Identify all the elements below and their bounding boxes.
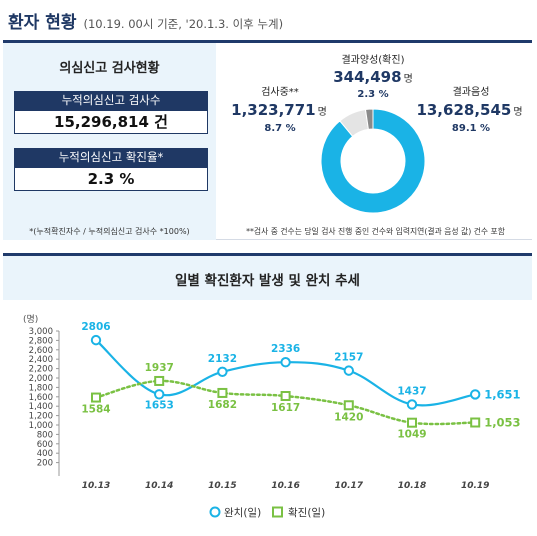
data-label-confirmed: 1420 <box>334 411 363 423</box>
test-status-panel: 의심신고 검사현황 누적의심신고 검사수 15,296,814 건 누적의심신고… <box>3 40 532 240</box>
y-tick-label: 1,600 <box>29 393 53 403</box>
result-donut-chart <box>320 108 426 214</box>
legend-confirmed-icon <box>272 506 283 518</box>
donut-slice-positive <box>364 108 374 130</box>
donut-slice-negative <box>320 108 426 214</box>
data-point-confirmed <box>407 417 417 428</box>
trend-header: 일별 확진환자 발생 및 완치 추세 <box>3 256 532 300</box>
testing-count-unit: 명 <box>317 107 327 118</box>
y-tick-label: 1,400 <box>29 402 53 412</box>
data-label-recovered: 2132 <box>208 353 237 365</box>
negative-percent: 89.1 % <box>451 123 491 134</box>
y-tick-label: 800 <box>37 430 53 440</box>
y-tick-label: 2,200 <box>29 365 53 375</box>
x-tick-label: 10.14 <box>145 481 173 491</box>
data-label-confirmed: 1617 <box>271 402 300 414</box>
data-point-confirmed <box>154 375 165 386</box>
data-label-recovered: 2336 <box>271 343 300 355</box>
trend-panel: 일별 확진환자 발생 및 완치 추세 (명) 200 400 600 800 1,000 1… <box>3 253 532 531</box>
data-point-confirmed <box>470 417 481 428</box>
test-summary-box: 의심신고 검사현황 누적의심신고 검사수 15,296,814 건 누적의심신고… <box>3 43 216 240</box>
data-label-confirmed: 1937 <box>145 362 174 374</box>
positive-percent: 2.3 % <box>357 89 389 100</box>
data-point-recovered <box>470 389 481 400</box>
data-point-recovered <box>154 389 165 400</box>
data-point-recovered <box>217 366 228 377</box>
x-tick-label: 10.17 <box>335 481 364 491</box>
y-tick-label: 1,000 <box>29 421 53 431</box>
data-label-recovered: 2806 <box>81 321 110 333</box>
positive-label: 결과양성(확진) <box>341 55 405 66</box>
negative-label: 결과음성 <box>452 87 490 98</box>
data-point-recovered <box>406 399 418 410</box>
y-tick-label: 400 <box>37 449 53 459</box>
page-header: 환자 현황 (10.19. 00시 기준, '20.1.3. 이후 누계) <box>8 8 284 33</box>
data-label-recovered: 1,651 <box>484 387 520 401</box>
data-label-recovered: 1437 <box>397 385 426 397</box>
test-summary-footnote: *(누적확진자수 / 누적의심신고 검사수 *100%) <box>29 227 190 236</box>
positive-rate-value: 2.3 % <box>14 167 208 191</box>
cumulative-tests-label: 누적의심신고 검사수 <box>14 91 208 110</box>
data-label-confirmed: 1049 <box>397 429 426 441</box>
data-label-recovered: 1653 <box>145 399 174 411</box>
y-axis-unit-label: (명) <box>23 314 38 325</box>
data-point-confirmed <box>343 400 354 411</box>
testing-percent: 8.7 % <box>264 123 296 134</box>
data-point-recovered <box>343 365 354 376</box>
positive-count-unit: 명 <box>403 74 413 85</box>
x-tick-label: 10.19 <box>461 481 489 491</box>
data-point-confirmed <box>217 387 228 398</box>
x-tick-label: 10.15 <box>208 481 236 491</box>
y-tick-label: 1,200 <box>29 412 53 422</box>
data-label-recovered: 2157 <box>334 352 363 364</box>
legend-confirmed-label: 확진(일) <box>288 506 325 519</box>
data-point-confirmed <box>91 392 101 403</box>
data-label-confirmed: 1682 <box>208 399 237 411</box>
y-tick-label: 2,400 <box>29 355 53 365</box>
negative-count: 13,628,545 명 <box>407 101 532 119</box>
positive-count: 344,498 명 <box>303 68 443 86</box>
negative-count-unit: 명 <box>513 107 523 118</box>
testing-count-value: 1,323,771 <box>231 101 316 119</box>
data-label-confirmed: 1,053 <box>484 416 520 430</box>
chart-legend: 완치(일) 확진(일) <box>209 506 325 519</box>
donut-footnote: **검사 중 건수는 당일 검사 진행 중인 건수와 입력지연(결과 음성 값)… <box>246 227 505 236</box>
positive-rate-label: 누적의심신고 확진율* <box>14 148 208 167</box>
x-tick-label: 10.18 <box>398 481 426 491</box>
y-tick-label: 2,000 <box>29 374 53 384</box>
data-point-recovered <box>280 357 291 368</box>
positive-count-value: 344,498 <box>333 68 402 86</box>
y-tick-label: 1,800 <box>29 383 53 393</box>
data-label-confirmed: 1584 <box>81 404 110 416</box>
y-tick-label: 2,800 <box>29 336 53 346</box>
legend-recovered-icon <box>209 506 221 518</box>
data-point-recovered <box>90 334 102 346</box>
trend-title: 일별 확진환자 발생 및 완치 추세 <box>175 273 360 289</box>
negative-count-value: 13,628,545 <box>416 101 512 119</box>
testing-label: 검사중** <box>261 87 299 98</box>
legend-recovered-label: 완치(일) <box>224 506 261 519</box>
test-summary-title: 의심신고 검사현황 <box>59 61 160 76</box>
y-tick-label: 600 <box>37 440 53 450</box>
y-tick-label: 3,000 <box>29 327 53 337</box>
page-title: 환자 현황 <box>8 13 77 33</box>
data-point-confirmed <box>280 391 291 402</box>
testing-count: 1,323,771 명 <box>219 101 339 119</box>
cumulative-tests-value: 15,296,814 건 <box>14 110 208 134</box>
x-tick-label: 10.16 <box>271 481 299 491</box>
y-tick-label: 200 <box>37 459 53 469</box>
trend-line-chart: (명) 2004006008001,0001,2001,4001,6001,800… <box>23 314 521 519</box>
page-subtitle: (10.19. 00시 기준, '20.1.3. 이후 누계) <box>83 17 284 31</box>
x-tick-label: 10.13 <box>82 481 110 491</box>
y-tick-label: 2,600 <box>29 346 53 356</box>
